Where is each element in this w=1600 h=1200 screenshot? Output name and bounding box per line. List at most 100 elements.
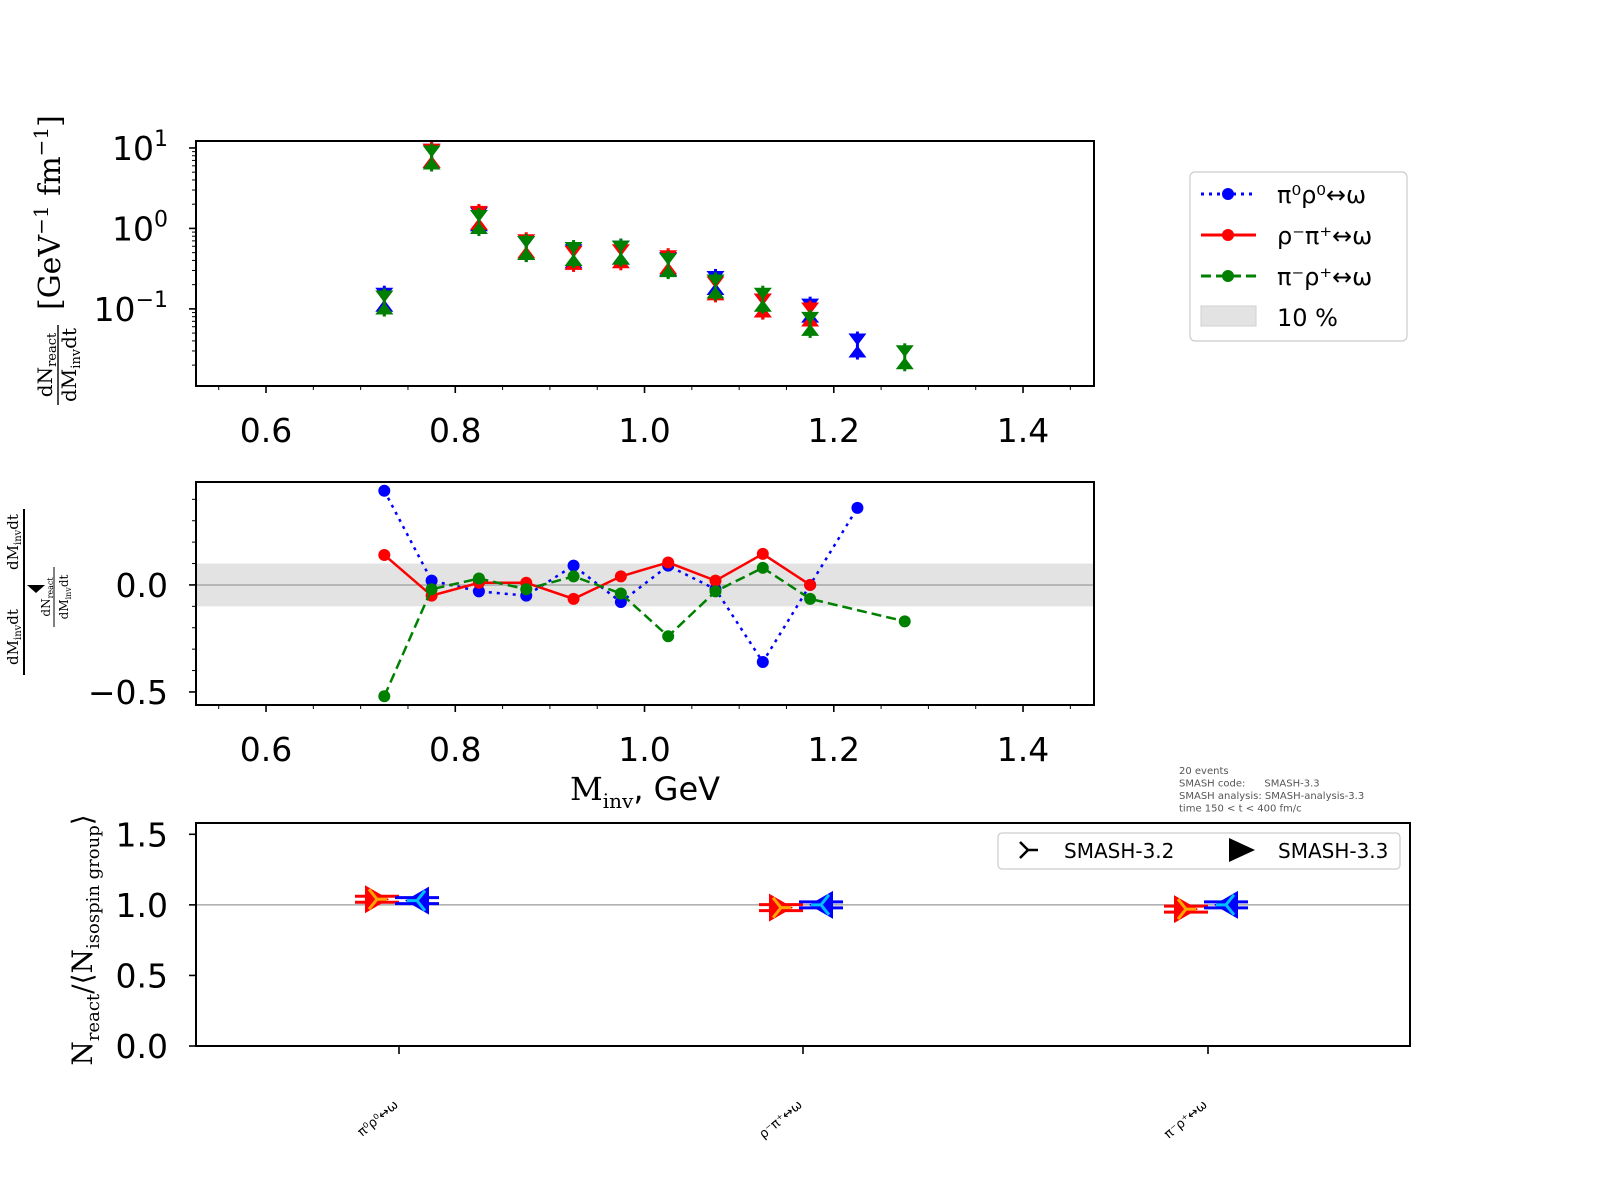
y-label-right: dMinvdt <box>4 514 24 570</box>
series-line-solid <box>383 552 811 601</box>
label-part: dM <box>4 640 22 665</box>
y-tick-label: 1.5 <box>116 815 168 854</box>
y-tick-label: 0.5 <box>116 956 168 995</box>
data-point <box>756 655 769 668</box>
label-part: /⟨N <box>66 949 99 994</box>
data-point <box>662 556 675 569</box>
tri-marker <box>407 889 427 912</box>
x-tick-label: ρ⁻π⁺↔ω <box>756 1098 805 1143</box>
x-tick-label: 0.6 <box>240 730 292 769</box>
legend-box <box>997 832 1401 870</box>
y-label-text: Nreact/⟨Nisospin group⟩ <box>66 814 104 1065</box>
data-point <box>851 501 864 514</box>
label-part: 10 <box>112 209 154 248</box>
label-part: dM <box>57 369 81 402</box>
tri-right-icon <box>1019 841 1038 859</box>
y-label-den: dMinvdt <box>57 574 73 619</box>
info-text-line: time 150 < t < 400 fm/c <box>1179 804 1302 815</box>
data-point-marker <box>564 242 583 267</box>
label-part: inv <box>69 348 84 369</box>
label-part: dN <box>33 367 57 397</box>
data-point <box>804 578 817 591</box>
y-tick-label: 10−1 <box>94 288 168 329</box>
triangle-right-icon <box>1229 838 1255 862</box>
series-legend: π⁰ρ⁰↔ω ρ⁻π⁺↔ω π⁻ρ⁺↔ω 10 % <box>1189 171 1408 342</box>
y-label-num: dNreact <box>39 577 55 617</box>
legend-marker <box>1222 229 1234 241</box>
data-point <box>662 630 675 643</box>
label-part: M <box>570 770 603 808</box>
data-point <box>898 615 911 628</box>
label-part: −1 <box>136 288 168 313</box>
label-part: [GeV <box>33 234 68 310</box>
x-tick-label: 0.8 <box>429 730 481 769</box>
data-point <box>756 561 769 574</box>
data-point <box>709 574 722 587</box>
data-point-marker <box>469 210 488 235</box>
data-point-marker <box>611 240 630 265</box>
x-tick-label: 1.4 <box>997 730 1049 769</box>
x-tick-label: 0.8 <box>429 411 481 450</box>
label-part: react <box>45 332 60 367</box>
arrow-marker <box>27 585 45 593</box>
data-point <box>378 484 391 497</box>
legend-label: π⁻ρ⁺↔ω <box>1277 263 1372 291</box>
y-tick-label: 101 <box>112 127 168 168</box>
label-part: inv <box>603 789 634 813</box>
data-point <box>378 690 391 703</box>
data-point-marker <box>375 290 394 315</box>
label-part: dt <box>57 328 81 349</box>
y-label-numerator: dNreact <box>33 332 60 397</box>
bottom-panel-axes <box>195 822 1411 1047</box>
tri-marker <box>367 888 387 911</box>
label-part: , GeV <box>633 770 720 808</box>
data-point <box>567 592 580 605</box>
data-point <box>520 583 533 596</box>
data-point <box>614 587 627 600</box>
y-label-denominator: dMinvdt <box>57 328 84 402</box>
legend-label: π⁰ρ⁰↔ω <box>1277 181 1366 209</box>
x-tick-label: π⁻ρ⁺↔ω <box>1161 1098 1210 1143</box>
label-part: dM <box>4 545 22 570</box>
data-point <box>425 583 438 596</box>
bottom-y-label: Nreact/⟨Nisospin group⟩ <box>66 814 104 1065</box>
legend-label: ρ⁻π⁺↔ω <box>1277 222 1372 250</box>
version-legend: SMASH-3.2 SMASH-3.3 <box>997 832 1401 870</box>
label-part: N <box>66 1041 99 1066</box>
x-tick-label: 1.0 <box>618 730 670 769</box>
label-part: dt <box>57 574 71 587</box>
y-tick-label: 0.0 <box>116 1027 168 1066</box>
label-part: dt <box>4 609 22 625</box>
x-tick-label: 1.4 <box>997 411 1049 450</box>
legend-marker <box>1222 188 1234 200</box>
info-text-line: SMASH code: SMASH-3.3 <box>1179 779 1320 790</box>
series-line-dashed <box>383 566 906 697</box>
legend-label: 10 % <box>1277 304 1338 332</box>
y-tick-label: 0.0 <box>116 566 168 605</box>
data-point-marker <box>517 236 536 261</box>
data-point <box>614 570 627 583</box>
data-point <box>425 574 438 587</box>
data-point-marker <box>848 333 867 358</box>
y-tick-label: 100 <box>112 207 168 248</box>
y-tick-label: −0.5 <box>88 673 168 712</box>
data-point-marker <box>895 345 914 370</box>
label-part: dN <box>39 598 53 616</box>
label-part: −1 <box>29 127 53 156</box>
legend-label: SMASH-3.2 <box>1064 839 1174 863</box>
label-part: inv <box>13 529 24 545</box>
tri-marker <box>771 896 791 919</box>
data-point <box>614 596 627 609</box>
info-text-line: 20 events <box>1179 766 1229 777</box>
label-part: ] <box>33 115 68 127</box>
tri-marker <box>1176 898 1196 921</box>
x-tick-label: 1.2 <box>808 730 860 769</box>
data-point-marker <box>801 302 820 327</box>
data-point-marker <box>422 145 441 170</box>
info-text-line: SMASH analysis: SMASH-analysis-3.3 <box>1179 791 1364 802</box>
label-part: inv <box>13 624 24 640</box>
x-tick-label: 0.6 <box>240 411 292 450</box>
tri-marker <box>811 893 831 916</box>
data-point <box>472 585 485 598</box>
